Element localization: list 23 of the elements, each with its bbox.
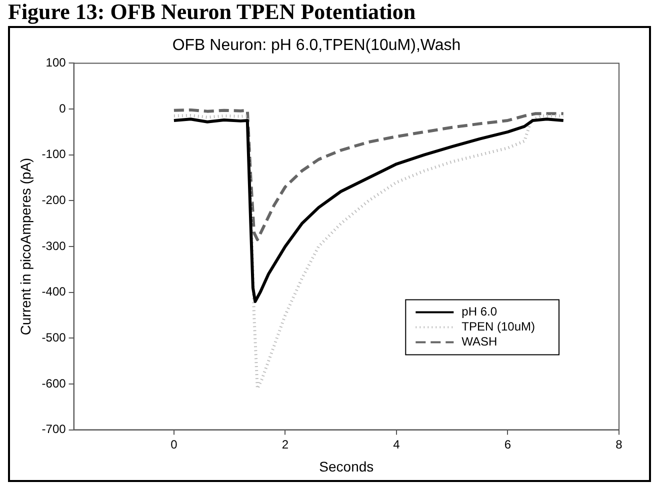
legend-label: pH 6.0	[462, 304, 498, 319]
chart-subtitle: OFB Neuron: pH 6.0,TPEN(10uM),Wash	[172, 37, 461, 54]
y-tick-label: -100	[42, 147, 66, 162]
x-tick-label: 0	[170, 437, 178, 452]
legend-label: WASH	[462, 334, 498, 349]
y-axis-title: Current in picoAmperes (pA)	[17, 158, 34, 336]
y-tick-label: 100	[46, 56, 66, 70]
x-tick-label: 4	[393, 437, 400, 452]
x-tick-label: 6	[504, 437, 512, 452]
x-tick-label: 2	[282, 437, 289, 452]
y-tick-label: -600	[42, 376, 66, 390]
y-tick-label: -500	[42, 330, 66, 344]
chart-title: Figure 13: OFB Neuron TPEN Potentiation	[8, 0, 416, 24]
x-axis-title: Seconds	[319, 458, 374, 474]
y-tick-label: -300	[42, 238, 66, 253]
line-series	[172, 114, 565, 390]
y-tick-label: -400	[42, 284, 66, 299]
y-tick-label: 0	[59, 101, 66, 116]
x-tick-label: 8	[616, 437, 623, 452]
y-tick-label: -200	[42, 192, 66, 207]
line-series	[172, 108, 565, 242]
legend-label: TPEN (10uM)	[462, 320, 536, 334]
y-tick-label: -700	[42, 422, 66, 436]
